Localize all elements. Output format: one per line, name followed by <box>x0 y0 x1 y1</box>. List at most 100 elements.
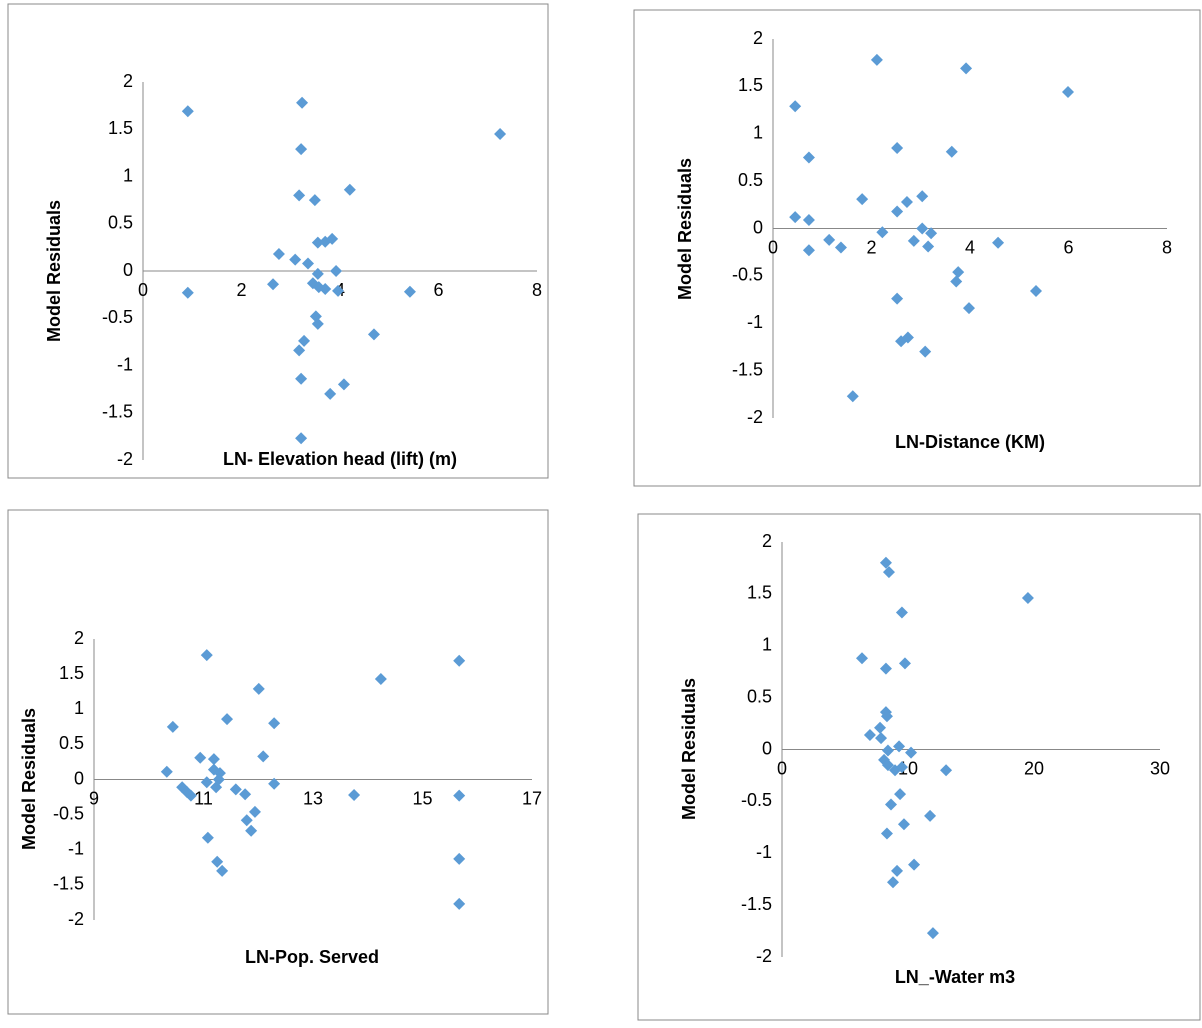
chart-frame <box>633 9 1201 487</box>
chart-frame <box>7 3 549 479</box>
scatter-point <box>248 805 261 818</box>
scatter-point <box>945 145 958 158</box>
y-tick-label: 0 <box>74 768 84 788</box>
y-tick-label: 1 <box>123 165 133 185</box>
scatter-point <box>200 776 213 789</box>
x-tick-label: 17 <box>522 788 542 808</box>
y-tick-label: 1.5 <box>738 75 763 95</box>
scatter-point <box>876 226 889 239</box>
y-tick-label: -1.5 <box>53 874 84 894</box>
scatter-point <box>992 236 1005 249</box>
scatter-point <box>211 855 224 868</box>
y-axis-title: Model Residuals <box>44 200 64 342</box>
scatter-point <box>229 783 242 796</box>
scatter-point <box>1021 592 1034 605</box>
y-tick-label: -0.5 <box>732 265 763 285</box>
x-tick-label: 8 <box>1162 237 1172 257</box>
scatter-point <box>245 824 258 837</box>
scatter-point <box>343 183 356 196</box>
x-tick-label: 13 <box>303 788 323 808</box>
scatter-point <box>898 657 911 670</box>
scatter-point <box>894 788 907 801</box>
x-axis-title: LN-Distance (KM) <box>895 432 1045 452</box>
scatter-point <box>308 194 321 207</box>
scatter-point <box>891 205 904 218</box>
y-tick-label: -2 <box>68 909 84 929</box>
y-tick-label: 1.5 <box>108 118 133 138</box>
scatter-point <box>823 233 836 246</box>
y-tick-label: -1.5 <box>741 894 772 914</box>
scatter-point <box>268 777 281 790</box>
scatter-point <box>891 141 904 154</box>
scatter-point <box>289 253 302 266</box>
scatter-point <box>311 267 324 280</box>
scatter-point <box>802 244 815 257</box>
scatter-point <box>295 432 308 445</box>
scatter-point <box>926 927 939 940</box>
scatter-point <box>891 292 904 305</box>
scatter-point <box>252 682 265 695</box>
scatter-point <box>908 858 921 871</box>
scatter-point <box>895 761 908 774</box>
scatter-point <box>897 818 910 831</box>
scatter-point <box>194 751 207 764</box>
scatter-point <box>207 753 220 766</box>
y-tick-label: 2 <box>123 71 133 91</box>
y-tick-label: -2 <box>117 449 133 469</box>
x-axis-title: LN_-Water m3 <box>895 967 1015 987</box>
scatter-point <box>272 247 285 260</box>
scatter-point <box>863 728 876 741</box>
y-tick-label: 0 <box>123 260 133 280</box>
scatter-point <box>895 606 908 619</box>
x-tick-label: 6 <box>1063 237 1073 257</box>
scatter-point <box>348 788 361 801</box>
scatter-point <box>337 378 350 391</box>
scatter-point <box>166 720 179 733</box>
scatter-point <box>1029 285 1042 298</box>
scatter-point <box>301 257 314 270</box>
scatter-point <box>367 328 380 341</box>
x-tick-label: 9 <box>89 788 99 808</box>
x-tick-label: 0 <box>768 237 778 257</box>
y-tick-label: 0 <box>753 217 763 237</box>
scatter-point <box>882 566 895 579</box>
y-axis-title: Model Residuals <box>675 158 695 300</box>
scatter-point <box>257 750 270 763</box>
scatter-point <box>802 151 815 164</box>
y-tick-label: -2 <box>747 407 763 427</box>
scatter-point <box>453 897 466 910</box>
y-tick-label: -1.5 <box>732 359 763 379</box>
y-tick-label: 1 <box>74 698 84 718</box>
y-tick-label: 1 <box>753 123 763 143</box>
y-axis-title: Model Residuals <box>19 708 39 850</box>
x-tick-label: 8 <box>532 280 542 300</box>
y-tick-label: 2 <box>753 28 763 48</box>
scatter-point <box>374 673 387 686</box>
scatter-point <box>212 773 225 786</box>
scatter-point <box>295 143 308 156</box>
scatter-point <box>925 227 938 240</box>
y-tick-label: -1 <box>747 312 763 332</box>
scatter-point <box>884 798 897 811</box>
scatter-point <box>960 62 973 75</box>
y-tick-label: 1.5 <box>59 663 84 683</box>
scatter-point <box>239 788 252 801</box>
y-tick-label: -0.5 <box>53 803 84 823</box>
scatter-point <box>403 285 416 298</box>
scatter-point <box>907 234 920 247</box>
scatter-point <box>311 236 324 249</box>
scatter-point <box>293 344 306 357</box>
y-tick-label: 0.5 <box>738 170 763 190</box>
scatter-point <box>922 240 935 253</box>
y-tick-label: -1.5 <box>102 402 133 422</box>
scatter-point <box>160 765 173 778</box>
x-axis-title: LN- Elevation head (lift) (m) <box>223 449 457 469</box>
scatter-point <box>875 732 888 745</box>
scatter-point <box>900 195 913 208</box>
scatter-point <box>216 864 229 877</box>
y-tick-label: 0 <box>762 738 772 758</box>
scatter-point <box>453 654 466 667</box>
x-tick-label: 20 <box>1024 758 1044 778</box>
scatter-point <box>240 814 253 827</box>
x-tick-label: 2 <box>866 237 876 257</box>
